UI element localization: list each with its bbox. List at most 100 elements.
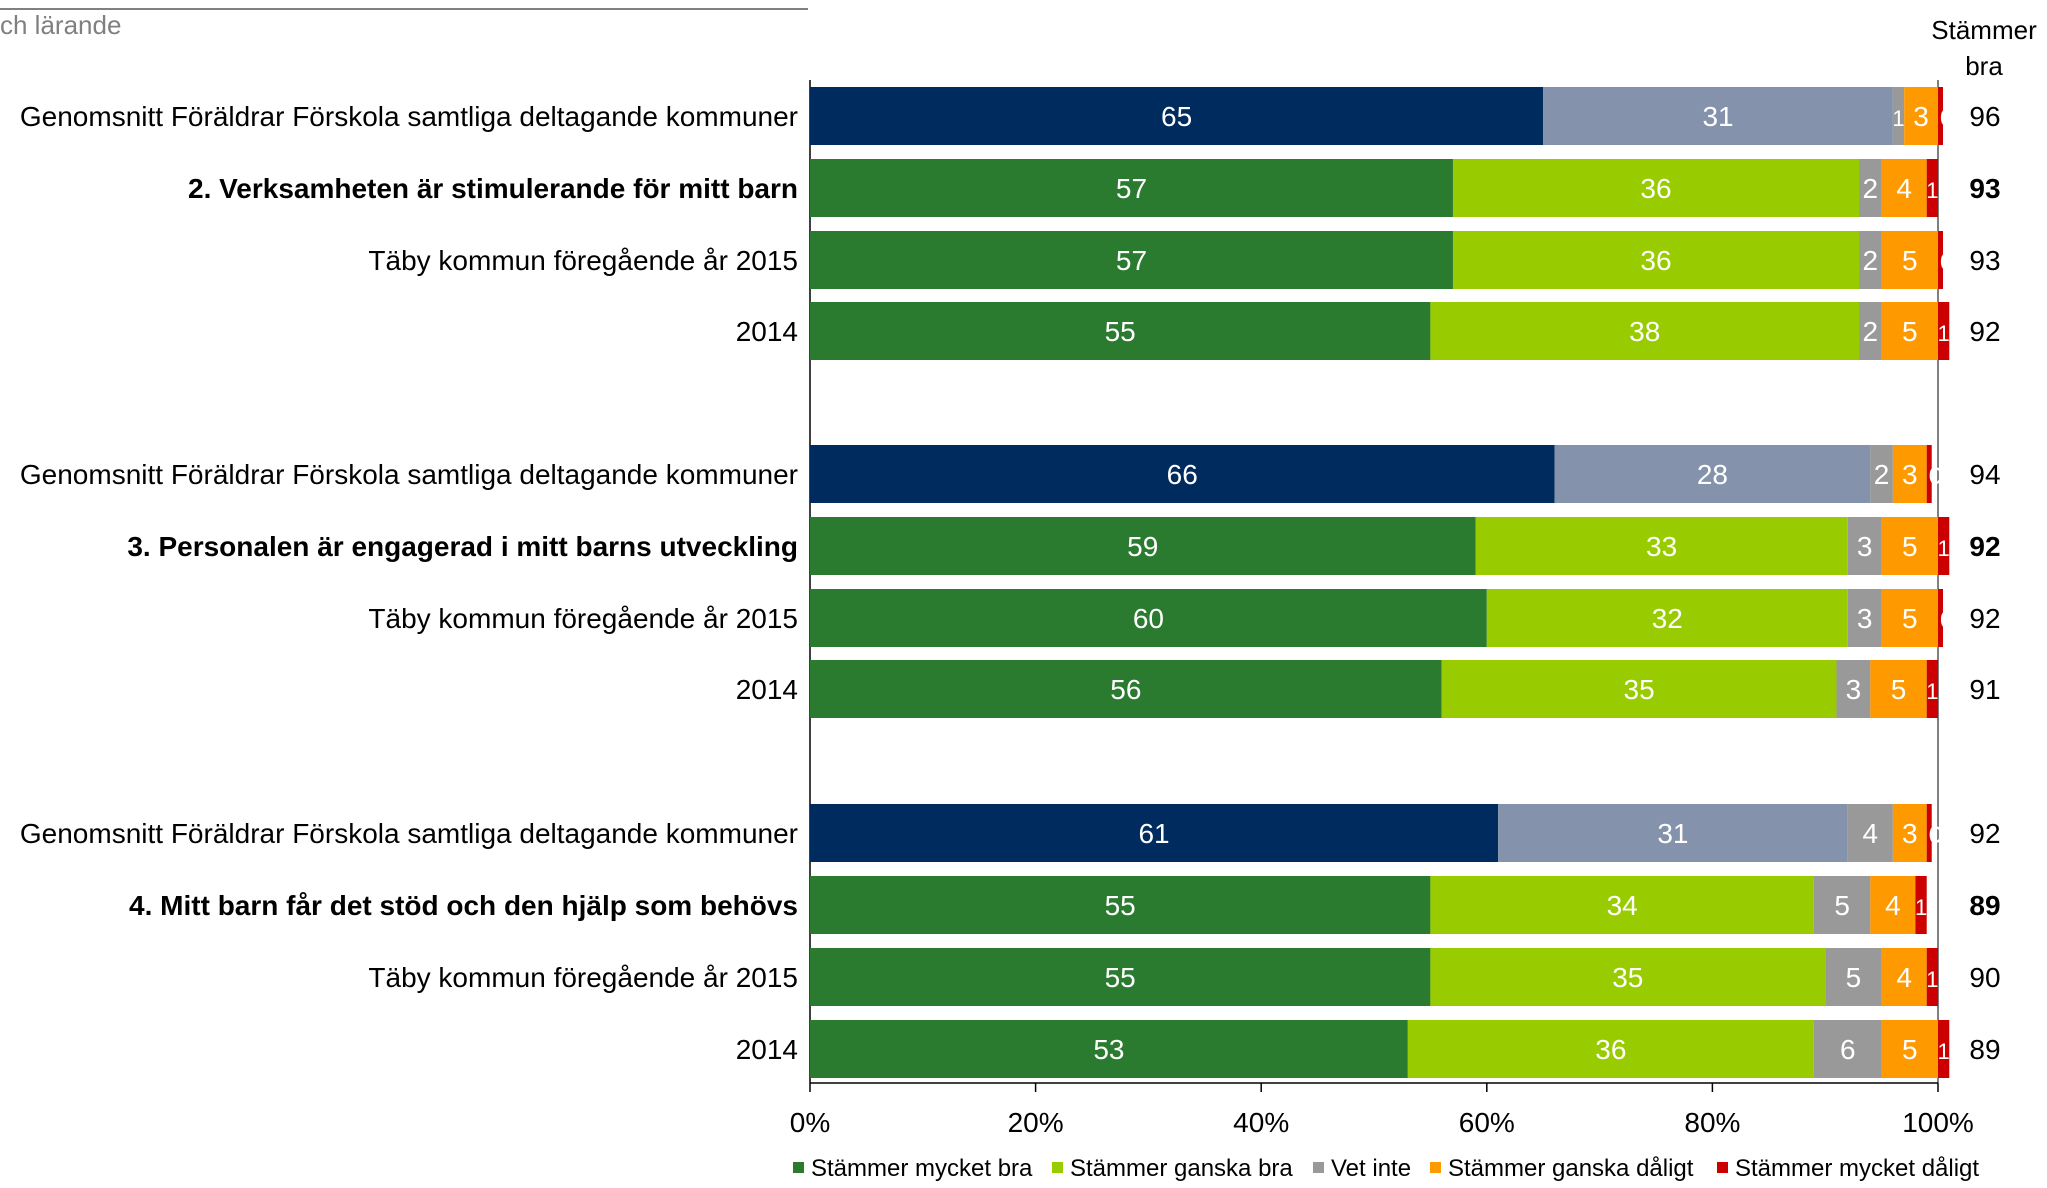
row-label: Täby kommun föregående år 2015 (368, 603, 798, 634)
data-label: 0 (1940, 607, 1953, 634)
data-label: 3 (1902, 818, 1918, 849)
data-label: 2 (1863, 173, 1879, 204)
row-total: 89 (1969, 1034, 2000, 1065)
data-label: 4 (1896, 962, 1912, 993)
x-tick-label: 80% (1684, 1107, 1740, 1138)
bar-segment (1938, 517, 1950, 575)
bar-segment (1892, 804, 1927, 862)
bar-segment (1859, 231, 1882, 289)
data-label: 0 (1940, 249, 1953, 276)
section-rule (0, 8, 808, 10)
data-label: 1 (1926, 679, 1938, 704)
bar-segment (810, 948, 1431, 1006)
bar-segment (810, 589, 1487, 647)
bar-segment (1881, 948, 1927, 1006)
x-tick-label: 20% (1008, 1107, 1064, 1138)
data-label: 5 (1902, 1034, 1918, 1065)
data-label: 6 (1840, 1034, 1856, 1065)
bar-segment (1813, 1020, 1882, 1078)
data-label: 1 (1938, 321, 1950, 346)
bar-segment (1859, 302, 1882, 360)
bar-segment (810, 231, 1453, 289)
bar-segment (1452, 159, 1860, 217)
row-label: Genomsnitt Föräldrar Förskola samtliga d… (20, 101, 798, 132)
data-label: 57 (1116, 173, 1147, 204)
data-label: 1 (1938, 1039, 1950, 1064)
data-label: 35 (1624, 674, 1655, 705)
data-label: 55 (1105, 890, 1136, 921)
data-label: 1 (1938, 536, 1950, 561)
data-label: 38 (1629, 316, 1660, 347)
data-label: 1 (1926, 967, 1938, 992)
bar-segment (810, 876, 1431, 934)
bar-segment (1938, 231, 1943, 289)
row-label: 2014 (736, 674, 798, 705)
data-label: 1 (1892, 106, 1904, 131)
data-label: 57 (1116, 245, 1147, 276)
bar-segment (810, 159, 1453, 217)
data-label: 56 (1110, 674, 1141, 705)
bar-segment (1847, 804, 1893, 862)
row-total: 96 (1969, 101, 2000, 132)
bar-segment (1430, 876, 1814, 934)
bar-segment (1825, 948, 1882, 1006)
bar-segment (1938, 302, 1950, 360)
bar-segment (1881, 589, 1938, 647)
data-label: 5 (1902, 316, 1918, 347)
row-label: 4. Mitt barn får det stöd och den hjälp … (129, 890, 798, 921)
data-label: 1 (1926, 178, 1938, 203)
data-label: 53 (1093, 1034, 1124, 1065)
row-total: 92 (1969, 603, 2000, 634)
legend-swatch (1430, 1162, 1441, 1173)
legend-swatch (1052, 1162, 1063, 1173)
bar-segment (1904, 87, 1938, 145)
row-total: 91 (1969, 674, 2000, 705)
data-label: 4 (1885, 890, 1901, 921)
row-total: 89 (1969, 890, 2000, 921)
bar-segment (1430, 302, 1860, 360)
data-label: 3 (1902, 459, 1918, 490)
bar-segment (1486, 589, 1848, 647)
bar-segment (1881, 159, 1927, 217)
bar-segment (1892, 87, 1905, 145)
bar-segment (810, 445, 1555, 503)
data-label: 0 (1929, 463, 1942, 490)
right-column-header: Stämmer bra (1922, 12, 2046, 84)
data-label: 5 (1834, 890, 1850, 921)
legend-swatch (793, 1162, 804, 1173)
data-label: 4 (1896, 173, 1912, 204)
x-tick-label: 60% (1459, 1107, 1515, 1138)
bar-segment (1926, 948, 1938, 1006)
data-label: 65 (1161, 101, 1192, 132)
row-total: 92 (1969, 531, 2000, 562)
data-label: 5 (1902, 603, 1918, 634)
data-label: 2 (1863, 245, 1879, 276)
data-label: 33 (1646, 531, 1677, 562)
data-label: 3 (1846, 674, 1862, 705)
data-label: 4 (1863, 818, 1879, 849)
bar-segment (1430, 948, 1826, 1006)
x-tick-label: 0% (790, 1107, 830, 1138)
row-total: 92 (1969, 818, 2000, 849)
bar-segment (1498, 804, 1848, 862)
data-label: 1 (1915, 895, 1927, 920)
row-label: 2014 (736, 316, 798, 347)
data-label: 28 (1697, 459, 1728, 490)
bar-segment (1870, 876, 1916, 934)
row-label: Täby kommun föregående år 2015 (368, 245, 798, 276)
section-title: ch lärande (0, 10, 122, 40)
legend-label: Vet inte (1331, 1155, 1411, 1182)
bar-segment (1859, 159, 1882, 217)
bar-segment (1441, 660, 1837, 718)
data-label: 3 (1857, 531, 1873, 562)
legend-swatch (1313, 1162, 1324, 1173)
bar-segment (1870, 445, 1893, 503)
data-label: 0 (1929, 822, 1942, 849)
data-label: 31 (1702, 101, 1733, 132)
data-label: 36 (1640, 245, 1671, 276)
bar-segment (1881, 1020, 1938, 1078)
bar-segment (1926, 660, 1938, 718)
bar-segment (810, 302, 1431, 360)
